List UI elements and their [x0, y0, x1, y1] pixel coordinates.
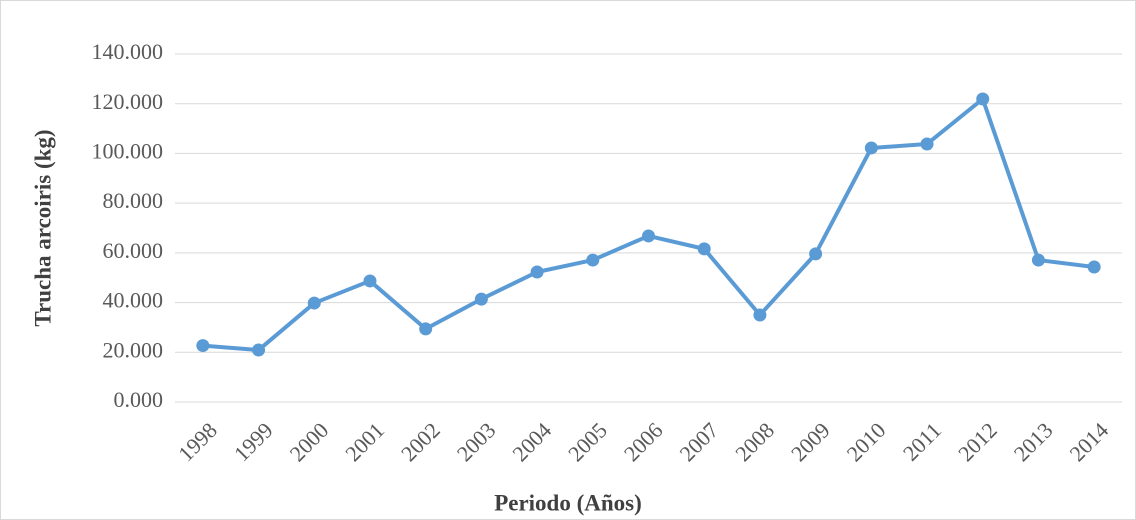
y-axis-title: Trucha arcoiris (kg) [30, 129, 55, 326]
point [642, 229, 655, 243]
point [252, 343, 266, 357]
point [697, 242, 711, 256]
point [864, 141, 878, 155]
y-tick-label: 40.000 [103, 288, 164, 313]
point [586, 253, 600, 267]
point [976, 92, 990, 106]
y-tick-label: 60.000 [103, 238, 164, 263]
y-tick-label: 140.000 [92, 39, 164, 64]
y-tick-label: 80.000 [103, 188, 164, 213]
point [1031, 253, 1045, 267]
point [920, 137, 934, 151]
x-axis-title: Periodo (Años) [494, 490, 642, 515]
point [419, 322, 433, 336]
y-tick-label: 0.000 [114, 387, 164, 412]
point [196, 339, 210, 353]
point [530, 265, 544, 279]
point [809, 247, 823, 261]
point [1087, 260, 1101, 274]
y-tick-label: 100.000 [92, 138, 164, 163]
point [307, 296, 321, 310]
y-tick-label: 120.000 [92, 89, 164, 114]
y-tick-label: 20.000 [103, 337, 164, 362]
point [753, 308, 767, 322]
point [363, 274, 377, 288]
point [474, 292, 488, 306]
